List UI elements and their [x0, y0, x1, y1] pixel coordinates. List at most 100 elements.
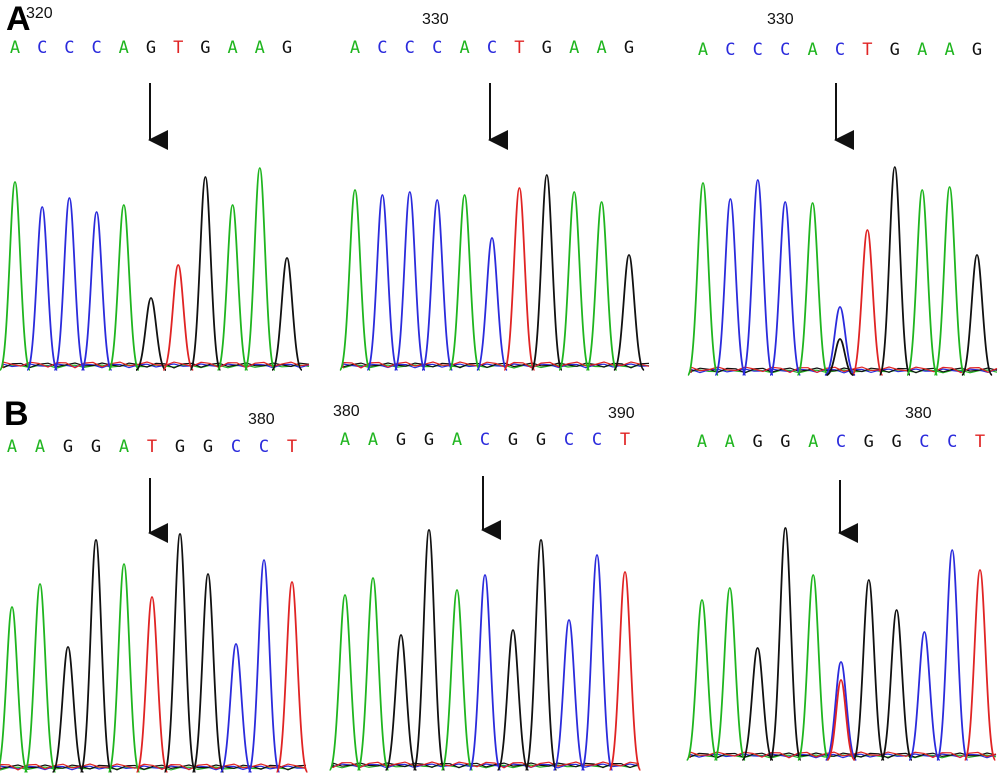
- base-call-9: C: [231, 437, 241, 457]
- baseline-noise: [689, 752, 997, 759]
- trace-peak: [216, 204, 249, 371]
- base-call-2: C: [37, 38, 47, 58]
- baseline-noise: [690, 366, 998, 374]
- trace-peak: [961, 254, 993, 376]
- trace-peak: [851, 229, 884, 376]
- base-call-9: C: [564, 430, 574, 450]
- trace-peak: [163, 533, 197, 773]
- trace-peak: [558, 191, 591, 371]
- base-call-4: C: [91, 38, 101, 58]
- trace-peak: [714, 198, 747, 376]
- base-call-5: A: [452, 430, 462, 450]
- trace-peak: [608, 571, 642, 771]
- base-call-10: A: [255, 38, 265, 58]
- base-call-10: C: [947, 432, 957, 452]
- base-call-2: A: [725, 432, 735, 452]
- base-call-8: G: [891, 432, 901, 452]
- base-call-7: T: [514, 38, 524, 58]
- trace-peak: [448, 194, 481, 371]
- trace-peak: [687, 182, 719, 376]
- base-call-1: A: [340, 430, 350, 450]
- baseline-noise: [332, 761, 640, 769]
- trace-peak: [824, 661, 858, 761]
- base-call-3: C: [64, 38, 74, 58]
- trace-peak: [393, 191, 426, 371]
- trace-peak: [908, 631, 941, 761]
- base-call-10: A: [596, 38, 606, 58]
- base-call-6: C: [480, 430, 490, 450]
- trace-peak: [328, 594, 362, 771]
- base-call-3: C: [405, 38, 415, 58]
- trace-peak: [685, 599, 719, 761]
- panel-b2-position-label: 380: [333, 403, 360, 420]
- base-call-8: G: [203, 437, 213, 457]
- panel-b1-position-label: 380: [248, 411, 275, 428]
- base-call-6: G: [146, 38, 156, 58]
- trace-peak: [191, 573, 225, 773]
- base-call-6: C: [835, 40, 845, 60]
- panel-b2-trace: [328, 529, 642, 771]
- base-call-7: T: [862, 40, 872, 60]
- trace-peak: [796, 202, 829, 376]
- base-call-5: A: [808, 432, 818, 452]
- trace-peak: [476, 237, 508, 371]
- trace-peak: [880, 609, 913, 761]
- base-call-1: A: [697, 432, 707, 452]
- panel-a1-trace: [0, 167, 310, 371]
- trace-peak: [162, 264, 195, 371]
- panel-b3-position-label: 380: [905, 405, 932, 422]
- base-call-7: G: [864, 432, 874, 452]
- base-call-2: A: [35, 437, 45, 457]
- base-call-11: T: [287, 437, 297, 457]
- base-call-4: G: [424, 430, 434, 450]
- base-call-4: G: [91, 437, 101, 457]
- trace-peak: [339, 189, 371, 371]
- base-call-9: A: [227, 38, 237, 58]
- trace-peak: [585, 201, 618, 371]
- trace-peak: [496, 629, 530, 771]
- trace-peak: [80, 211, 113, 371]
- base-call-1: A: [10, 38, 20, 58]
- base-call-5: A: [459, 38, 469, 58]
- trace-peak: [468, 574, 502, 771]
- baseline-noise: [689, 751, 997, 759]
- base-call-1: A: [698, 40, 708, 60]
- heterozygous-secondary-peak: [826, 679, 856, 761]
- trace-peak: [366, 194, 399, 371]
- trace-peak: [53, 197, 86, 371]
- base-call-1: A: [350, 38, 360, 58]
- trace-peak: [797, 574, 830, 761]
- baseline-noise: [2, 361, 310, 369]
- base-call-4: G: [780, 432, 790, 452]
- base-call-8: G: [200, 38, 210, 58]
- base-call-2: A: [368, 430, 378, 450]
- panel-a3-position-label: 330: [767, 11, 794, 28]
- trace-peak: [275, 581, 309, 773]
- trace-peak: [421, 199, 454, 371]
- base-call-11: G: [972, 40, 982, 60]
- base-call-3: G: [63, 437, 73, 457]
- base-call-11: T: [620, 430, 630, 450]
- trace-peak: [0, 606, 29, 773]
- trace-peak: [524, 539, 558, 771]
- trace-peak: [356, 577, 390, 771]
- panel-b2-position-label-2: 390: [608, 405, 635, 422]
- panel-a1-position-label: 320: [26, 5, 53, 22]
- trace-peak: [271, 257, 303, 371]
- trace-peak: [906, 189, 939, 376]
- trace-peak: [26, 206, 59, 371]
- trace-peak: [878, 166, 911, 376]
- trace-peak: [741, 179, 774, 376]
- trace-peak: [107, 204, 140, 371]
- trace-peak: [247, 559, 281, 773]
- trace-peak: [135, 596, 169, 773]
